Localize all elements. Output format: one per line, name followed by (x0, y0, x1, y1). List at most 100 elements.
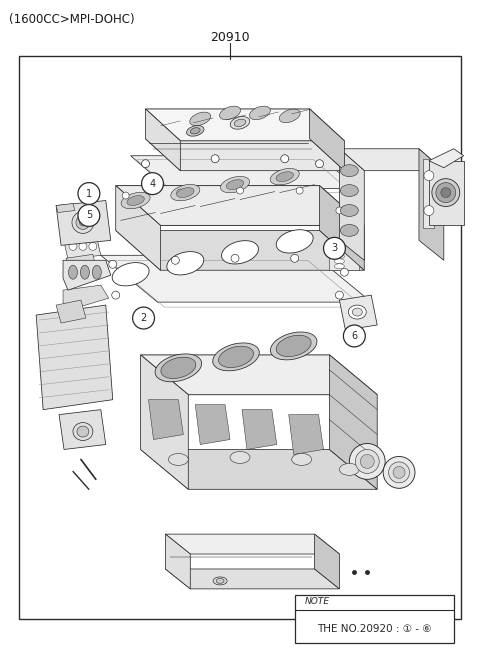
Circle shape (79, 242, 87, 250)
Ellipse shape (340, 164, 358, 177)
Circle shape (78, 204, 100, 227)
Text: THE NO.20920 : ① - ⑥: THE NO.20920 : ① - ⑥ (317, 624, 432, 634)
Text: 3: 3 (331, 244, 337, 253)
Polygon shape (329, 250, 360, 271)
Circle shape (340, 269, 348, 276)
Circle shape (324, 237, 346, 259)
Ellipse shape (250, 106, 270, 120)
Polygon shape (145, 109, 344, 141)
Ellipse shape (72, 212, 94, 233)
Polygon shape (56, 300, 86, 323)
Polygon shape (288, 415, 324, 455)
Polygon shape (339, 295, 377, 330)
Ellipse shape (216, 578, 224, 584)
Circle shape (122, 192, 129, 199)
Polygon shape (429, 149, 464, 168)
Ellipse shape (213, 343, 259, 371)
Bar (19, 56, 461, 619)
Ellipse shape (335, 254, 344, 259)
Ellipse shape (352, 308, 362, 316)
Ellipse shape (389, 462, 409, 483)
Circle shape (424, 206, 434, 215)
Circle shape (177, 189, 184, 196)
Ellipse shape (441, 187, 451, 198)
Circle shape (315, 160, 324, 168)
Ellipse shape (340, 185, 358, 196)
Circle shape (281, 155, 288, 162)
Text: 20910: 20910 (210, 31, 250, 45)
Ellipse shape (234, 119, 246, 126)
Ellipse shape (191, 128, 200, 134)
Polygon shape (63, 285, 109, 310)
Ellipse shape (393, 466, 405, 478)
Circle shape (336, 291, 343, 299)
Ellipse shape (222, 240, 258, 264)
Circle shape (343, 325, 365, 347)
Polygon shape (145, 109, 180, 171)
Circle shape (291, 254, 299, 262)
Polygon shape (131, 156, 357, 189)
Circle shape (142, 173, 164, 195)
Polygon shape (320, 185, 364, 271)
Polygon shape (36, 305, 113, 409)
Polygon shape (148, 400, 183, 440)
Polygon shape (419, 149, 444, 260)
Circle shape (296, 187, 303, 194)
Ellipse shape (279, 109, 300, 122)
Text: NOTE: NOTE (305, 597, 330, 606)
Ellipse shape (276, 335, 311, 356)
Ellipse shape (276, 172, 293, 181)
Polygon shape (166, 534, 190, 589)
Circle shape (171, 256, 180, 264)
Circle shape (132, 307, 155, 329)
Polygon shape (141, 355, 377, 395)
Ellipse shape (348, 305, 366, 319)
Text: 1: 1 (86, 189, 92, 198)
Ellipse shape (219, 106, 240, 120)
Ellipse shape (161, 357, 196, 379)
Ellipse shape (79, 219, 86, 226)
Polygon shape (166, 569, 339, 589)
Ellipse shape (155, 354, 202, 382)
Polygon shape (423, 159, 434, 229)
Ellipse shape (76, 215, 90, 229)
Polygon shape (141, 449, 377, 489)
Ellipse shape (270, 168, 299, 185)
Ellipse shape (218, 346, 253, 367)
Circle shape (142, 160, 150, 168)
Bar (295, 595, 454, 643)
Polygon shape (63, 260, 111, 290)
Circle shape (336, 207, 343, 214)
Polygon shape (141, 355, 188, 489)
Polygon shape (116, 231, 364, 271)
Text: 2: 2 (141, 313, 147, 323)
Ellipse shape (270, 332, 317, 360)
Circle shape (109, 260, 117, 269)
Ellipse shape (220, 176, 250, 193)
Text: 5: 5 (86, 210, 92, 221)
Polygon shape (314, 534, 339, 589)
Ellipse shape (168, 453, 188, 466)
Circle shape (69, 242, 77, 250)
Ellipse shape (190, 112, 211, 126)
Ellipse shape (230, 451, 250, 464)
Polygon shape (166, 534, 339, 554)
Ellipse shape (226, 179, 244, 189)
Polygon shape (242, 409, 277, 449)
Ellipse shape (92, 265, 101, 279)
Ellipse shape (436, 183, 456, 202)
Polygon shape (195, 405, 230, 445)
Polygon shape (66, 254, 97, 274)
Ellipse shape (112, 263, 149, 286)
Ellipse shape (69, 265, 77, 279)
Polygon shape (63, 233, 101, 259)
Polygon shape (310, 109, 344, 171)
Polygon shape (339, 149, 364, 260)
Ellipse shape (171, 185, 200, 201)
Ellipse shape (167, 252, 204, 275)
Text: (1600CC>MPI-DOHC): (1600CC>MPI-DOHC) (9, 13, 135, 26)
Ellipse shape (73, 422, 93, 441)
Ellipse shape (230, 117, 250, 129)
Ellipse shape (339, 464, 360, 476)
Circle shape (237, 187, 243, 194)
